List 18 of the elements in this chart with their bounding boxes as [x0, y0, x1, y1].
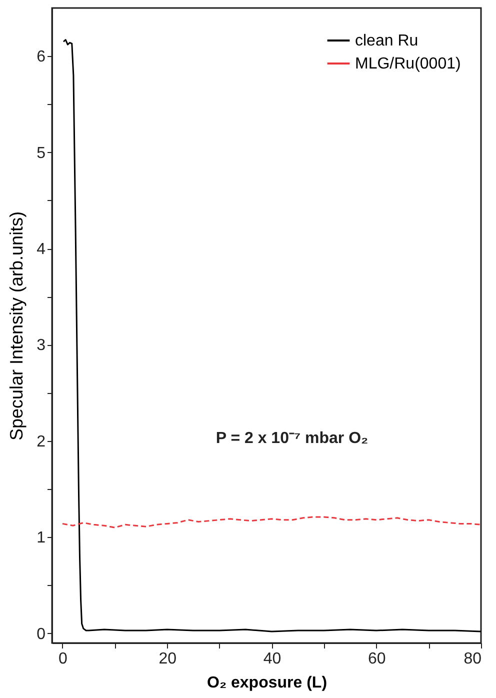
x-tick-label: 0: [58, 650, 68, 668]
y-axis-title: Specular Intensity (arb.units): [6, 211, 27, 441]
y-tick-label: 6: [36, 48, 46, 66]
annotation: P = 2 x 10⁻⁷ mbar O₂: [216, 430, 368, 447]
x-tick-label: 20: [158, 650, 177, 668]
y-tick-label: 0: [36, 626, 46, 643]
y-tick-label: 2: [36, 433, 46, 450]
y-tick-label: 5: [36, 144, 46, 162]
x-tick-label: 60: [368, 650, 386, 668]
x-axis-title: O₂ exposure (L): [206, 674, 328, 692]
x-tick-label: 80: [464, 650, 482, 668]
legend-label: clean Ru: [355, 32, 418, 50]
line-series: [62, 516, 481, 528]
y-tick-label: 1: [36, 530, 46, 547]
y-tick-label: 3: [36, 337, 46, 354]
x-tick-label: 40: [263, 650, 282, 668]
y-tick-label: 4: [36, 241, 46, 258]
legend-label: MLG/Ru(0001): [355, 56, 461, 72]
